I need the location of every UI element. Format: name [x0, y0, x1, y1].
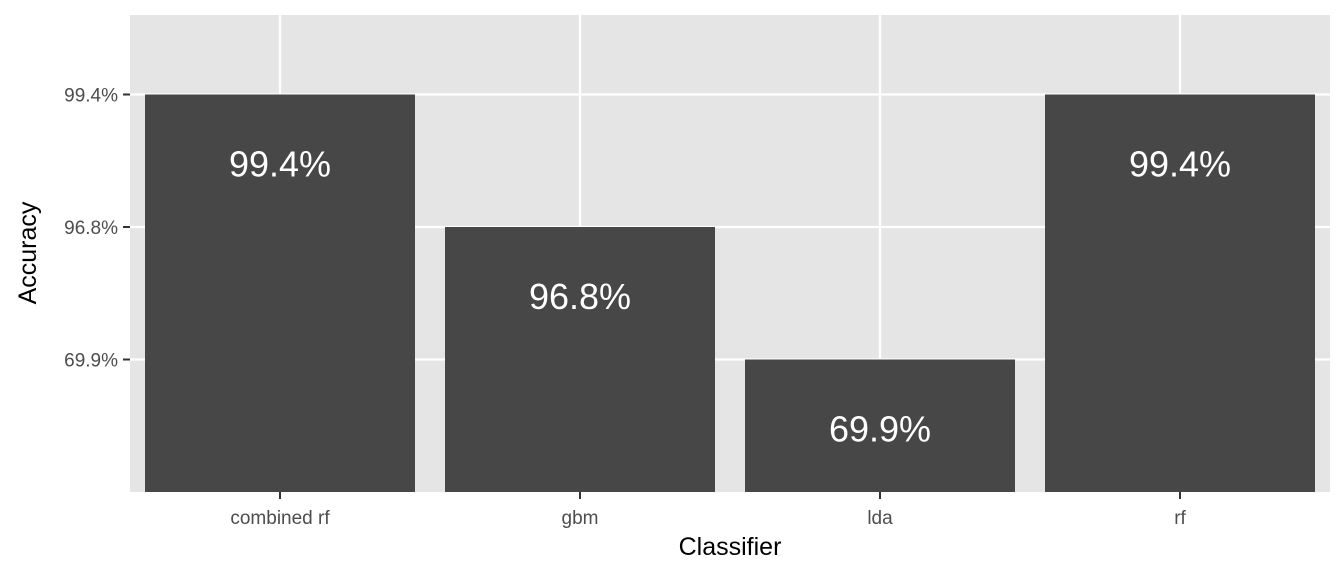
bar-combined-rf: [145, 94, 415, 492]
data-labels: 99.4% 96.8% 69.9% 99.4%: [229, 144, 1231, 450]
x-axis-title: Classifier: [679, 533, 782, 561]
y-tick-label: 69.9%: [64, 351, 118, 372]
bar-lda: [745, 359, 1015, 492]
x-tick-label: gbm: [562, 508, 599, 529]
bar-gbm: [445, 227, 715, 492]
y-axis: 99.4% 96.8% 69.9%: [64, 86, 130, 372]
y-tick-label: 99.4%: [64, 86, 118, 107]
bars: [145, 94, 1315, 492]
data-label: 99.4%: [1129, 144, 1231, 185]
data-label: 69.9%: [829, 409, 931, 450]
data-label: 99.4%: [229, 144, 331, 185]
y-axis-title: Accuracy: [14, 201, 42, 304]
x-tick-label: lda: [867, 508, 893, 529]
x-axis: combined rf gbm lda rf: [230, 492, 1187, 529]
bar-rf: [1045, 94, 1315, 492]
y-tick-label: 96.8%: [64, 218, 118, 239]
data-label: 96.8%: [529, 276, 631, 317]
x-tick-label: rf: [1174, 508, 1186, 529]
x-tick-label: combined rf: [230, 508, 330, 529]
